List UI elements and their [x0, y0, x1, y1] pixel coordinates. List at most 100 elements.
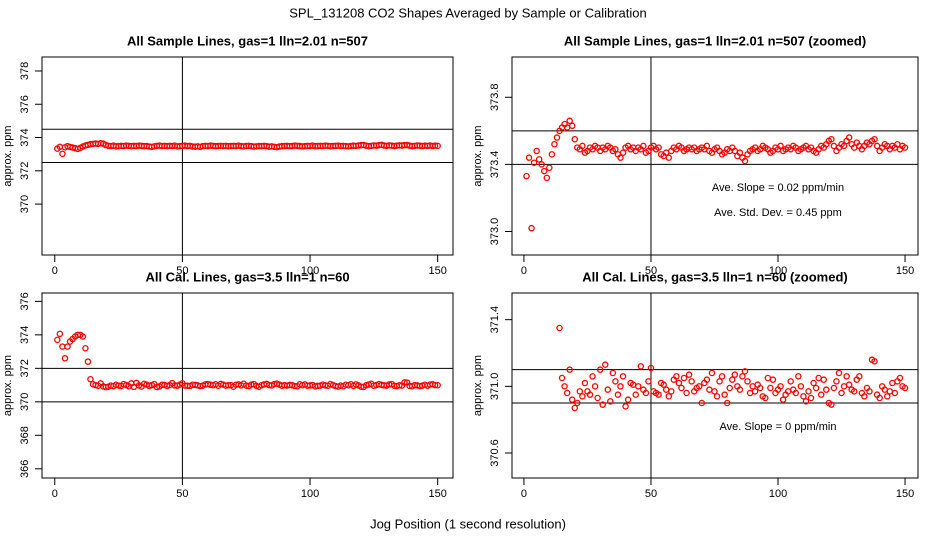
data-point — [622, 403, 629, 410]
data-point — [871, 358, 878, 365]
data-point — [642, 389, 650, 397]
data-point — [566, 117, 573, 125]
data-point — [884, 393, 891, 400]
x-tick-label: 0 — [52, 265, 58, 277]
data-point — [607, 398, 614, 405]
x-tick-label: 100 — [769, 265, 787, 277]
data-point — [741, 157, 749, 165]
data-point — [739, 373, 746, 380]
y-tick-label: 376 — [19, 292, 31, 310]
data-point — [678, 384, 685, 392]
y-tick-label: 371.0 — [489, 373, 501, 401]
data-point — [713, 393, 721, 400]
panel-title: All Sample Lines, gas=1 lln=2.01 n=507 (… — [564, 33, 866, 48]
data-point — [61, 355, 69, 362]
data-point — [680, 374, 688, 382]
x-tick-label: 150 — [896, 488, 914, 500]
annotation: Ave. Std. Dev. = 0.45 ppm — [714, 207, 842, 219]
data-point — [744, 378, 751, 385]
data-point — [802, 398, 810, 405]
y-tick-label: 378 — [19, 62, 31, 80]
y-tick-label: 374 — [19, 326, 31, 344]
data-point — [401, 379, 408, 386]
data-point — [431, 142, 439, 149]
data-point — [767, 384, 774, 392]
x-tick-label: 150 — [429, 488, 447, 500]
data-point — [619, 149, 627, 156]
data-point — [830, 384, 838, 392]
data-point — [891, 389, 899, 397]
data-point — [574, 399, 581, 407]
data-point — [828, 135, 835, 143]
panel-title: All Cal. Lines, gas=3.5 lln=1 n=60 — [145, 269, 349, 284]
y-tick-label: 374 — [19, 128, 31, 146]
data-point — [54, 336, 61, 344]
data-point — [601, 361, 609, 368]
data-point — [82, 344, 89, 352]
y-tick-label: 376 — [19, 95, 31, 113]
data-point — [87, 375, 94, 383]
y-tick-label: 370 — [19, 195, 31, 213]
y-tick-label: 370.6 — [489, 439, 501, 467]
data-point — [612, 146, 619, 153]
data-point — [685, 371, 693, 378]
data-point — [711, 388, 718, 395]
figure-title: SPL_131208 CO2 Shapes Averaged by Sample… — [289, 5, 647, 20]
data-point — [723, 399, 731, 407]
x-tick-label: 50 — [645, 265, 657, 277]
data-point — [675, 379, 683, 387]
y-tick-label: 371.4 — [489, 306, 501, 334]
data-point — [525, 154, 533, 161]
data-point — [866, 388, 873, 395]
data-point — [665, 393, 673, 400]
data-point — [553, 134, 561, 141]
data-point — [777, 142, 784, 150]
x-tick-label: 150 — [429, 265, 447, 277]
data-point — [901, 384, 909, 392]
annotation: Ave. Slope = 0.02 ppm/min — [712, 182, 844, 194]
x-tick-label: 0 — [52, 488, 58, 500]
data-point — [800, 393, 807, 400]
data-point — [609, 369, 617, 377]
data-point — [599, 401, 606, 408]
data-point — [736, 386, 744, 393]
data-point — [703, 376, 711, 383]
plot-content — [512, 293, 918, 478]
data-point — [579, 142, 586, 150]
x-tick-label: 50 — [176, 265, 188, 277]
data-point — [792, 389, 800, 397]
data-point — [762, 394, 769, 402]
y-axis-label: approx. ppm — [472, 355, 484, 416]
data-point — [845, 381, 853, 388]
data-point — [708, 369, 716, 377]
data-point — [729, 376, 736, 383]
x-tick-label: 0 — [521, 265, 527, 277]
data-point — [546, 164, 553, 171]
data-point — [571, 404, 579, 412]
data-point — [604, 386, 612, 393]
x-tick-label: 100 — [301, 488, 319, 500]
data-point — [688, 378, 695, 385]
data-point — [698, 399, 706, 407]
data-point — [871, 135, 878, 143]
data-point — [79, 333, 87, 340]
data-point — [695, 383, 703, 390]
data-point — [810, 379, 817, 387]
data-point — [528, 224, 535, 232]
data-point — [787, 378, 794, 385]
data-point — [617, 154, 624, 161]
data-point — [581, 379, 589, 387]
data-point — [543, 174, 551, 182]
data-point — [541, 167, 548, 175]
data-point — [703, 142, 711, 150]
data-point — [563, 389, 571, 397]
y-tick-label: 368 — [19, 426, 31, 444]
data-point — [59, 150, 66, 158]
data-point — [640, 142, 647, 150]
data-point — [591, 383, 599, 390]
data-point — [850, 388, 858, 395]
y-tick-label: 372 — [19, 359, 31, 377]
data-point — [668, 388, 675, 395]
x-axis-label: Jog Position (1 second resolution) — [370, 516, 566, 531]
